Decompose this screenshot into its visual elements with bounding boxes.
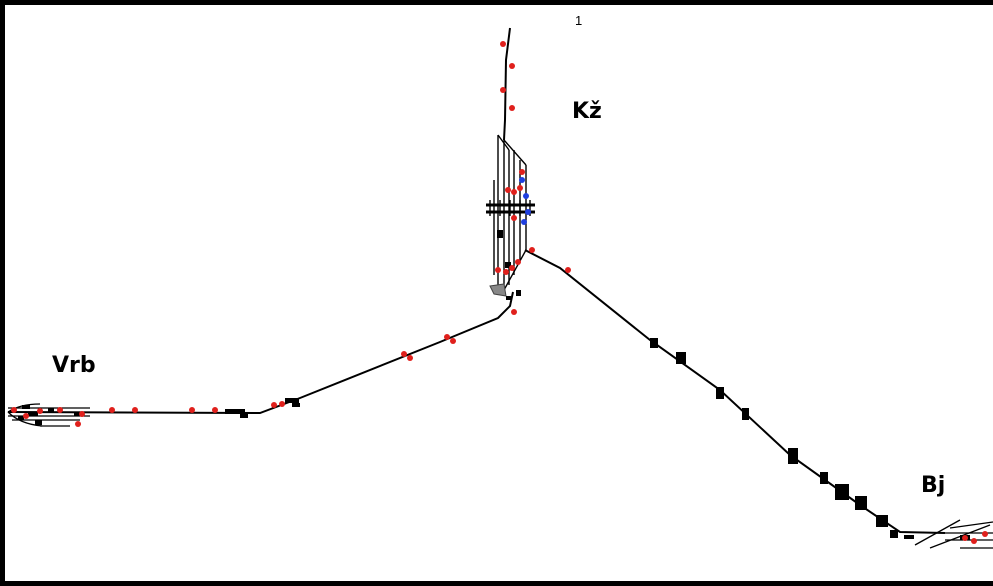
block-markers — [18, 230, 970, 540]
station-kz-tracks — [486, 134, 535, 291]
shunting-signals — [519, 177, 531, 225]
main-signals — [11, 41, 988, 544]
station-label-vrb: Vrb — [52, 353, 96, 378]
station-bj-tracks — [914, 519, 993, 549]
platform-kz — [489, 283, 507, 297]
station-label-kz: Kž — [572, 99, 602, 124]
track-line-kz-bj — [524, 249, 946, 534]
track-line-vrb-kz — [7, 291, 514, 415]
page-number: 1 — [575, 13, 582, 28]
station-label-bj: Bj — [921, 473, 945, 498]
